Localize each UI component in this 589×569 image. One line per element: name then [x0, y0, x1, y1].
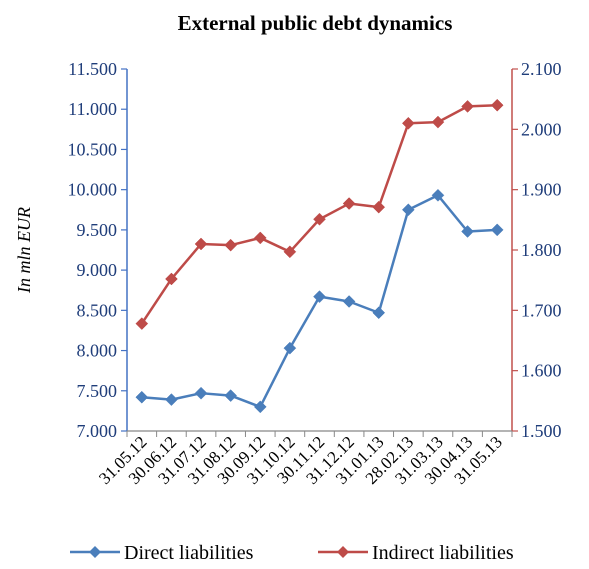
legend-label: Indirect liabilities: [372, 542, 514, 564]
data-point: [135, 390, 149, 404]
data-point: [165, 393, 178, 406]
data-point: [253, 231, 267, 245]
data-point: [490, 223, 504, 237]
data-point: [313, 290, 326, 304]
data-point: [194, 386, 208, 400]
data-point: [135, 317, 149, 330]
data-point: [283, 245, 297, 259]
data-point: [431, 188, 445, 202]
left-tick-label: 7.000: [77, 421, 118, 441]
left-tick-label: 11.000: [68, 99, 117, 119]
data-point: [224, 238, 238, 252]
data-point: [253, 400, 267, 414]
right-tick-label: 2.100: [521, 59, 562, 79]
axes: 7.000 7.500 8.000 8.500 9.000 9.500 10.000 10.5…: [68, 59, 562, 441]
data-point: [461, 225, 474, 238]
data-point: [283, 341, 297, 355]
left-tick-label: 10.500: [68, 139, 118, 159]
data-point: [165, 272, 178, 286]
legend-swatch-marker: [337, 546, 349, 558]
right-tick-label: 2.000: [521, 119, 562, 139]
right-tick-label: 1.900: [521, 180, 562, 200]
left-tick-label: 8.000: [77, 341, 118, 361]
left-tick-label: 9.500: [77, 220, 118, 240]
data-point: [431, 115, 445, 129]
legend-swatch-marker: [89, 546, 101, 558]
series-layer: [135, 98, 504, 414]
data-point: [342, 197, 356, 210]
data-point: [313, 212, 326, 226]
left-tick-label: 8.500: [77, 300, 118, 320]
right-tick-label: 1.500: [521, 421, 562, 441]
y-axis-label: In mln EUR: [14, 207, 34, 294]
left-tick-label: 11.500: [68, 59, 117, 79]
data-point: [372, 200, 386, 214]
left-tick-label: 9.000: [77, 260, 118, 280]
data-point: [401, 203, 415, 217]
data-point: [194, 237, 208, 251]
data-point: [490, 98, 504, 112]
right-tick-label: 1.800: [521, 240, 562, 260]
data-point: [224, 389, 238, 402]
data-point: [342, 295, 356, 308]
left-tick-label: 7.500: [77, 381, 118, 401]
right-tick-label: 1.700: [521, 300, 562, 320]
data-point: [401, 116, 415, 130]
legend-label: Direct liabilities: [124, 542, 254, 564]
left-tick-label: 10.000: [68, 180, 118, 200]
right-tick-label: 1.600: [521, 361, 562, 381]
chart-title: External public debt dynamics: [178, 11, 453, 35]
x-tick-labels: 31.05.1230.06.1231.07.1231.08.1230.09.12…: [95, 432, 506, 488]
legend: Direct liabilities Indirect liabilities: [70, 542, 514, 564]
data-point: [461, 100, 474, 113]
data-point: [372, 306, 386, 320]
